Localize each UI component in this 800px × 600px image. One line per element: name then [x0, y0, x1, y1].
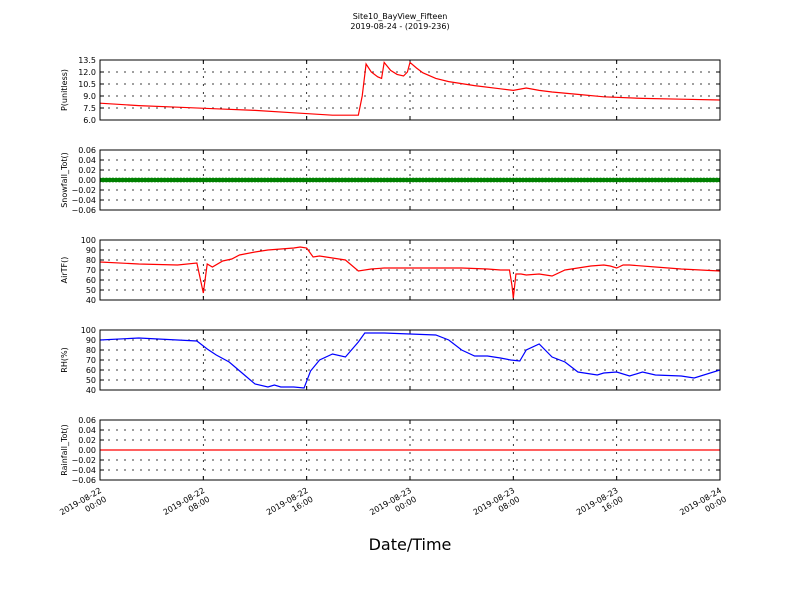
y-tick-label: 7.5	[83, 104, 96, 113]
y-axis-label: Snowfall_Tot()	[60, 152, 69, 208]
x-tick-label: 2019-08-2208:00	[162, 486, 212, 526]
x-axis-label: Date/Time	[369, 535, 452, 554]
y-tick-label: 80	[86, 346, 96, 355]
x-tick-label: 2019-08-2200:00	[58, 486, 108, 526]
panel-5: 0.060.040.020.00−0.02−0.04−0.06Rainfall_…	[60, 416, 721, 485]
chart-subtitle: 2019-08-24 - (2019-236)	[350, 22, 449, 31]
y-tick-label: 60	[86, 366, 96, 375]
y-tick-label: 0.02	[78, 166, 96, 175]
y-tick-label: 100	[81, 236, 96, 245]
x-tick-label: 2019-08-2308:00	[472, 486, 522, 526]
series-line	[100, 60, 720, 116]
y-tick-label: 50	[86, 286, 96, 295]
y-tick-label: 0.00	[78, 176, 96, 185]
x-axis: 2019-08-2200:00 2019-08-2208:00 2019-08-22…	[58, 486, 728, 526]
y-tick-label: −0.02	[71, 456, 96, 465]
x-tick-label: 2019-08-2216:00	[265, 486, 315, 526]
series-line	[100, 332, 720, 389]
y-axis-label: Rainfall_Tot()	[60, 424, 69, 476]
y-axis-label: AirTF()	[60, 257, 69, 284]
y-tick-label: 9.0	[83, 92, 96, 101]
panel-1: 6.0 7.5 9.0 10.5 12.0 13.5 P(unitless)	[60, 56, 721, 125]
chart-title: Site10_BayView_Fifteen	[353, 12, 448, 21]
y-tick-label: −0.04	[71, 466, 96, 475]
y-tick-label: 60	[86, 276, 96, 285]
y-tick-label: 0.00	[78, 446, 96, 455]
y-tick-label: 100	[81, 326, 96, 335]
series-line	[100, 246, 720, 299]
y-tick-label: 0.04	[78, 426, 96, 435]
y-tick-label: 70	[86, 266, 96, 275]
plot-border	[99, 239, 721, 301]
y-tick-label: 13.5	[78, 56, 96, 65]
y-tick-label: 12.0	[78, 68, 96, 77]
y-tick-label: −0.04	[71, 196, 96, 205]
y-tick-label: 0.06	[78, 416, 96, 425]
x-tick-label: 2019-08-2316:00	[575, 486, 625, 526]
plot-border	[99, 329, 721, 391]
y-tick-label: 90	[86, 246, 96, 255]
y-tick-label: −0.02	[71, 186, 96, 195]
y-axis-label: RH(%)	[60, 347, 69, 372]
data-point	[717, 177, 720, 183]
y-tick-label: 6.0	[83, 116, 96, 125]
y-tick-label: 0.04	[78, 156, 96, 165]
y-tick-label: 50	[86, 376, 96, 385]
y-axis-label: P(unitless)	[60, 69, 69, 111]
x-tick-label: 2019-08-2300:00	[368, 486, 418, 526]
x-tick-label: 2019-08-2400:00	[678, 486, 728, 526]
series-markers	[100, 177, 720, 183]
plot-border	[99, 59, 721, 121]
y-tick-label: 40	[86, 296, 96, 305]
plot-border	[99, 419, 721, 481]
y-tick-label: −0.06	[71, 206, 96, 215]
y-tick-label: 0.02	[78, 436, 96, 445]
y-tick-label: 40	[86, 386, 96, 395]
panels: 6.07.59.010.512.013.5P(unitless)0.060.04…	[60, 56, 721, 485]
y-tick-label: 80	[86, 256, 96, 265]
y-tick-label: −0.06	[71, 476, 96, 485]
plot-border	[99, 149, 721, 211]
y-tick-label: 90	[86, 336, 96, 345]
y-tick-label: 0.06	[78, 146, 96, 155]
y-tick-label: 10.5	[78, 80, 96, 89]
panel-2: 0.060.040.020.00−0.02−0.04−0.06Snowfall_…	[60, 146, 721, 215]
y-tick-label: 70	[86, 356, 96, 365]
